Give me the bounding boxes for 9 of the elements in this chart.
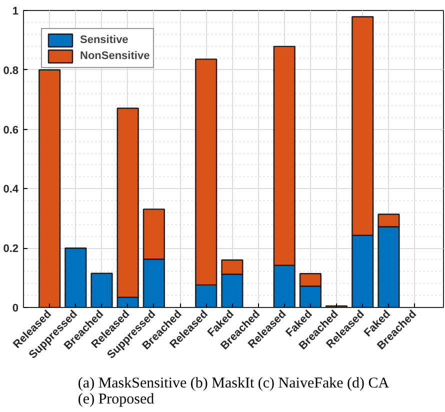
legend-label: Sensitive xyxy=(80,33,128,47)
y-tick-label: 0.8 xyxy=(3,64,19,77)
y-tick-label: 1 xyxy=(12,6,19,18)
y-tick-label: 0.4 xyxy=(3,184,20,196)
y-tick-label: 0.6 xyxy=(3,124,19,136)
legend-label: NonSensitive xyxy=(80,49,150,63)
y-tick-label: 0.2 xyxy=(3,243,19,256)
y-tick-label: 0 xyxy=(12,302,19,314)
text: (a) MaskSensitive (b) MaskIt (c) NaiveFake (d) CA (e) Proposed xyxy=(78,376,390,408)
